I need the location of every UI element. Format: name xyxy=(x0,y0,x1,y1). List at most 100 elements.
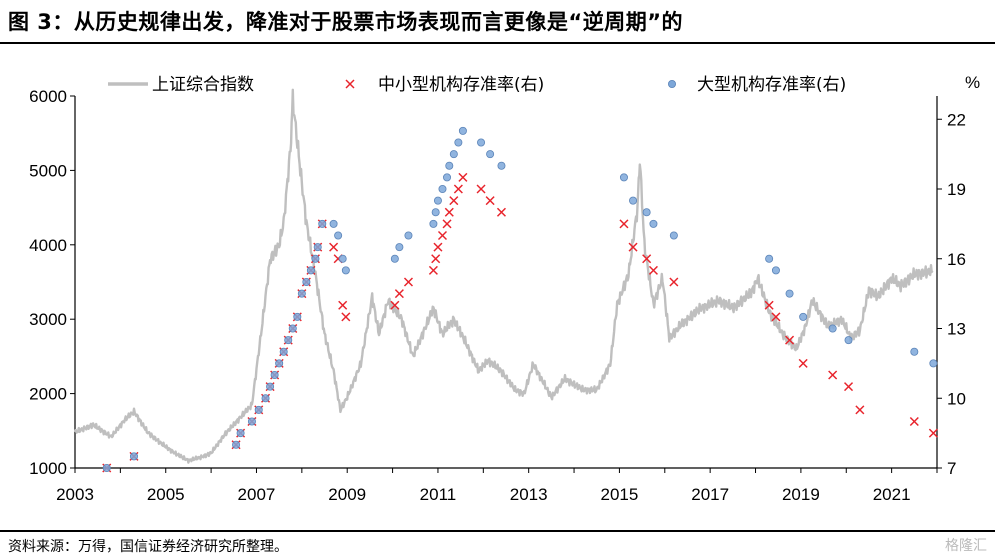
x-tick-label: 2009 xyxy=(328,485,366,504)
left-tick-label: 6000 xyxy=(29,87,67,106)
large-rrr-point xyxy=(629,196,638,205)
large-rrr-point xyxy=(302,277,311,286)
large-rrr-point xyxy=(390,254,399,263)
large-rrr-point xyxy=(275,359,284,368)
large-rrr-point xyxy=(669,231,678,240)
small-rrr-point xyxy=(458,172,468,182)
small-rrr-point xyxy=(485,196,495,206)
small-rrr-point xyxy=(394,289,404,299)
small-rrr-point xyxy=(771,312,781,322)
small-rrr-point xyxy=(329,242,339,252)
large-rrr-point xyxy=(828,324,837,333)
large-rrr-point xyxy=(477,138,486,147)
large-rrr-point xyxy=(236,429,245,438)
large-rrr-point xyxy=(232,440,241,449)
large-rrr-point xyxy=(102,463,111,472)
small-rrr-point xyxy=(619,219,629,229)
large-rrr-point xyxy=(261,394,270,403)
large-rrr-point xyxy=(288,324,297,333)
large-rrr-point xyxy=(771,266,780,275)
right-tick-label: 7 xyxy=(947,459,956,478)
small-rrr-point xyxy=(844,382,854,392)
large-rrr-point xyxy=(318,219,327,228)
legend-label-small-rrr: 中小型机构存准率(右) xyxy=(378,75,544,95)
small-rrr-point xyxy=(433,242,443,252)
small-rrr-point xyxy=(642,254,652,264)
small-rrr-point xyxy=(341,312,351,322)
small-rrr-series-layer xyxy=(102,172,938,473)
large-rrr-point xyxy=(497,161,506,170)
small-rrr-point xyxy=(449,196,459,206)
small-rrr-point xyxy=(798,358,808,368)
left-tick-label: 4000 xyxy=(29,236,67,255)
small-rrr-point xyxy=(476,184,486,194)
large-rrr-point xyxy=(404,231,413,240)
small-rrr-point xyxy=(428,265,438,275)
large-rrr-point xyxy=(129,452,138,461)
large-rrr-point xyxy=(284,336,293,345)
large-rrr-point xyxy=(449,150,458,159)
x-tick-label: 2017 xyxy=(691,485,729,504)
large-rrr-point xyxy=(799,312,808,321)
large-rrr-point xyxy=(270,370,279,379)
large-rrr-point xyxy=(619,173,628,182)
large-rrr-point xyxy=(458,126,467,135)
left-tick-label: 3000 xyxy=(29,310,67,329)
tick-labels: 1000 2000 3000 4000 5000 6000 7 10 13 16 19 22% 2003… xyxy=(29,73,980,504)
small-rrr-point xyxy=(338,300,348,310)
legend-label-index: 上证综合指数 xyxy=(152,75,254,95)
x-tick-label: 2005 xyxy=(147,485,185,504)
left-tick-label: 1000 xyxy=(29,459,67,478)
large-rrr-point xyxy=(454,138,463,147)
small-rrr-point xyxy=(444,207,454,217)
legend-swatch-small-rrr xyxy=(345,79,355,89)
large-rrr-point xyxy=(338,254,347,263)
large-rrr-point xyxy=(395,243,404,252)
large-rrr-point xyxy=(313,243,322,252)
large-rrr-point xyxy=(910,347,919,356)
right-axis-unit: % xyxy=(965,73,980,92)
small-rrr-point xyxy=(628,242,638,252)
right-tick-label: 19 xyxy=(947,180,966,199)
large-rrr-point xyxy=(486,150,495,159)
right-tick-label: 16 xyxy=(947,250,966,269)
x-tick-label: 2013 xyxy=(510,485,548,504)
source-divider xyxy=(0,530,995,532)
title-divider xyxy=(0,42,995,44)
right-tick-label: 22 xyxy=(947,110,966,129)
right-tick-label: 10 xyxy=(947,389,966,408)
large-rrr-point xyxy=(329,219,338,228)
large-rrr-point xyxy=(341,266,350,275)
large-rrr-point xyxy=(429,219,438,228)
large-rrr-point xyxy=(649,219,658,228)
small-rrr-point xyxy=(648,265,658,275)
large-rrr-point xyxy=(247,417,256,426)
large-rrr-point xyxy=(279,347,288,356)
small-rrr-point xyxy=(828,370,838,380)
small-rrr-point xyxy=(403,277,413,287)
small-rrr-point xyxy=(669,277,679,287)
x-tick-label: 2015 xyxy=(601,485,639,504)
index-series-layer xyxy=(73,88,934,464)
left-tick-label: 5000 xyxy=(29,161,67,180)
large-rrr-point xyxy=(266,382,275,391)
small-rrr-point xyxy=(431,254,441,264)
large-rrr-point xyxy=(311,254,320,263)
large-rrr-point xyxy=(844,336,853,345)
small-rrr-point xyxy=(928,428,938,438)
large-rrr-point xyxy=(293,312,302,321)
chart: 上证综合指数 中小型机构存准率(右) 大型机构存准率(右) 1000 2000 3000… xyxy=(29,73,980,504)
large-rrr-point xyxy=(443,173,452,182)
x-tick-label: 2003 xyxy=(56,485,94,504)
large-rrr-point xyxy=(785,289,794,298)
large-rrr-point xyxy=(254,405,263,414)
right-tick-label: 13 xyxy=(947,320,966,339)
small-rrr-point xyxy=(442,219,452,229)
left-tick-label: 2000 xyxy=(29,385,67,404)
watermark: 格隆汇 xyxy=(945,538,987,554)
large-rrr-point xyxy=(433,196,442,205)
small-rrr-point xyxy=(764,300,774,310)
large-rrr-point xyxy=(438,184,447,193)
source-note: 资料来源：万得，国信证券经济研究所整理。 xyxy=(8,539,288,555)
chart-title: 图 3：从历史规律出发，降准对于股票市场表现而言更像是“逆周期”的 xyxy=(8,10,684,34)
